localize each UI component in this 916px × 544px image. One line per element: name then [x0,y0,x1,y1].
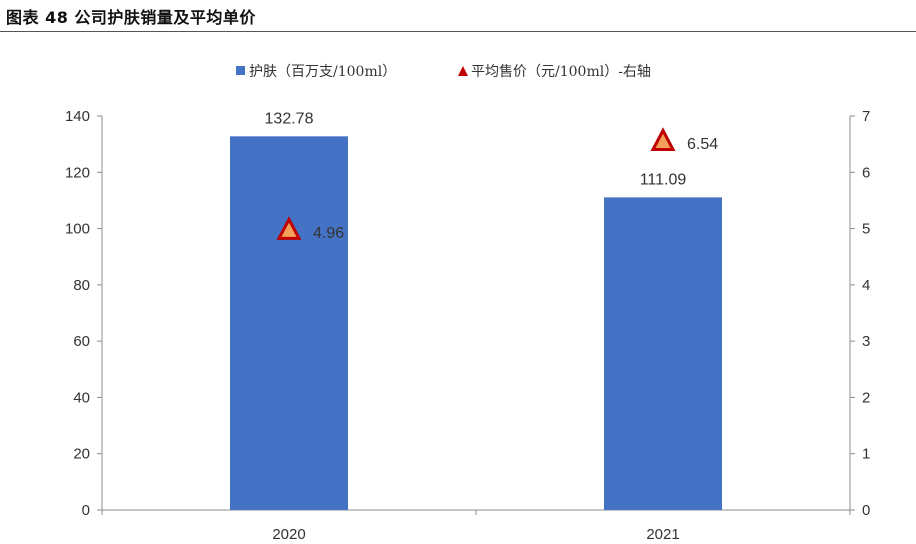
axes: 0 20 40 60 80 100 120 140 0 1 2 3 4 5 6 7 2020 2021 [65,108,870,543]
left-tick-label: 120 [65,164,90,181]
markers: 4.96 6.54 [276,127,718,242]
bar [604,197,722,510]
left-tick-label: 20 [73,446,90,463]
bar [230,136,348,510]
price-marker [650,127,676,151]
right-tick-label: 7 [862,108,870,125]
figure-title: 图表 48 公司护肤销量及平均单价 [6,8,256,27]
x-tick-label: 2021 [646,526,679,543]
title-rule [0,31,916,32]
right-tick-label: 3 [862,333,870,350]
bar-value-label: 132.78 [265,110,314,127]
left-tick-label: 40 [73,389,90,406]
left-tick-label: 0 [82,502,90,519]
left-tick-label: 80 [73,277,90,294]
right-tick-label: 4 [862,277,870,294]
right-tick-label: 5 [862,221,870,238]
x-tick-label: 2020 [272,526,305,543]
right-tick-label: 1 [862,446,870,463]
legend-label-triangle: 平均售价（元/100ml）-右轴 [471,64,651,80]
left-tick-label: 60 [73,333,90,350]
legend-swatch-bar [236,66,245,75]
legend-label-bar: 护肤（百万支/100ml） [249,64,396,80]
price-value-label: 4.96 [313,225,344,242]
price-value-label: 6.54 [687,136,718,153]
right-tick-label: 2 [862,389,870,406]
bars: 132.78 111.09 [230,110,722,510]
left-tick-label: 100 [65,221,90,238]
legend-swatch-triangle [458,66,468,76]
left-tick-label: 140 [65,108,90,125]
right-tick-label: 0 [862,502,870,519]
price-marker [276,216,302,240]
bar-value-label: 111.09 [640,171,687,188]
legend: 护肤（百万支/100ml） 平均售价（元/100ml）-右轴 [236,64,651,80]
right-tick-label: 6 [862,164,870,181]
